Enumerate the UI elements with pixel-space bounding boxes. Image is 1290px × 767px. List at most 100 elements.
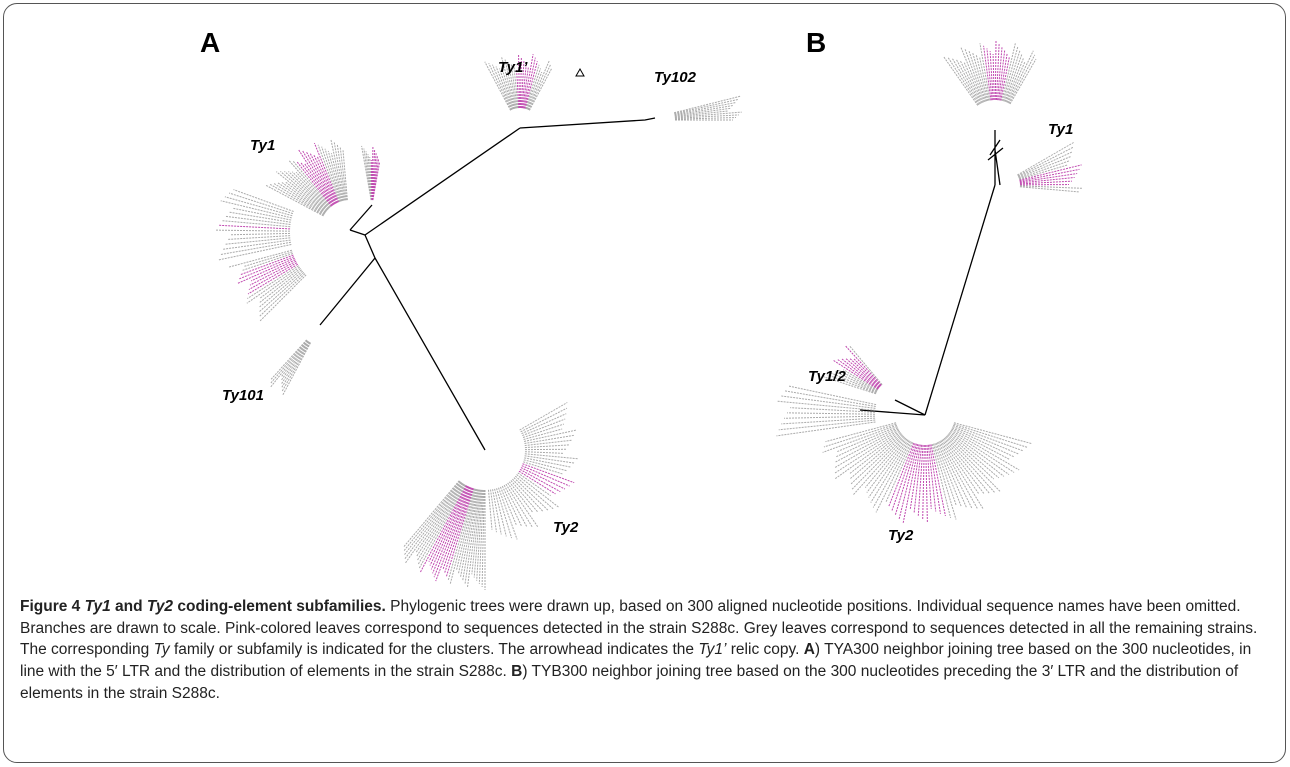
leaf <box>827 374 877 394</box>
caption-run: ) TYB300 neighbor joining tree based on … <box>20 663 1239 702</box>
caption-run: A <box>803 641 815 659</box>
leaf <box>280 171 328 212</box>
leaf <box>523 429 577 442</box>
leaf <box>270 340 308 388</box>
branches-a <box>319 117 656 451</box>
leaf <box>238 256 295 280</box>
leaf <box>674 99 738 115</box>
leaf <box>848 433 902 475</box>
leaf <box>938 441 973 509</box>
leaf <box>528 63 552 111</box>
leaf <box>288 159 331 208</box>
leaf <box>1006 62 1026 103</box>
cluster-label: Ty1 <box>250 137 275 154</box>
tree-figure: A Ty1’ Ty102 Ty1 Ty101 Ty2 B Ty1 Ty1/2 Ty2 <box>200 27 1083 590</box>
leaf <box>972 53 988 102</box>
leaf <box>942 438 985 495</box>
leaf <box>313 142 340 203</box>
leaf <box>288 171 329 210</box>
leaf <box>249 260 297 286</box>
leaf <box>1000 56 1010 101</box>
leaf <box>831 372 877 393</box>
leaf <box>327 150 343 202</box>
leaf <box>526 71 543 110</box>
leaf <box>403 480 460 547</box>
panel-label: B <box>806 27 826 58</box>
leaf <box>248 262 298 290</box>
leaf <box>983 45 992 101</box>
leaf <box>417 484 466 566</box>
leaf <box>273 183 325 215</box>
leaf <box>522 423 565 438</box>
leaf <box>503 484 528 527</box>
leaf <box>902 444 920 523</box>
leaf <box>498 68 514 110</box>
leaf <box>296 160 333 207</box>
leaf <box>917 444 924 517</box>
leaf <box>478 489 484 584</box>
caption-run: family or subfamily is indicated for the… <box>169 641 699 659</box>
leaf <box>979 57 990 101</box>
leaf <box>298 149 335 206</box>
leaf <box>228 249 293 268</box>
leaf <box>259 273 306 317</box>
leaf <box>281 342 311 393</box>
leaf <box>246 266 300 304</box>
leaf <box>1009 58 1037 105</box>
leaf <box>925 444 928 523</box>
leaf <box>228 192 294 215</box>
leaf <box>508 481 534 514</box>
leaf <box>220 200 292 219</box>
leaf <box>673 95 741 114</box>
leaf <box>490 489 497 533</box>
leaf <box>317 156 339 203</box>
leaf <box>239 254 294 276</box>
leaf <box>947 434 1000 479</box>
leaf <box>473 489 483 578</box>
arrowhead <box>575 67 585 77</box>
leaf <box>674 114 739 119</box>
cluster-label: Ty1 <box>1048 121 1073 138</box>
leaf <box>291 171 330 210</box>
leaf <box>1019 176 1075 184</box>
leaf <box>488 62 512 111</box>
leaf <box>780 395 876 409</box>
leaf <box>516 69 520 109</box>
leaf <box>419 485 467 574</box>
leaf <box>913 444 923 514</box>
leaf <box>330 153 344 201</box>
leaf <box>519 402 568 431</box>
branches-b <box>859 130 1004 416</box>
leaf <box>321 146 341 202</box>
panel-label: A <box>200 27 220 58</box>
leaf <box>949 430 1015 473</box>
leaf <box>839 370 878 392</box>
leaf <box>484 61 512 111</box>
leaf <box>250 259 296 282</box>
leaf <box>836 358 879 389</box>
leaf <box>365 151 372 201</box>
leaf <box>1017 142 1074 176</box>
leaf <box>415 482 464 554</box>
leaf <box>259 270 304 308</box>
cluster-label: Ty1/2 <box>808 368 846 385</box>
leaf <box>222 239 291 250</box>
leaf <box>1017 146 1074 177</box>
leaf <box>464 489 480 585</box>
leaf <box>309 153 337 204</box>
leaf <box>224 196 293 217</box>
leaf <box>505 483 533 527</box>
caption-run: relic copy. <box>726 641 804 659</box>
leaf <box>674 105 733 116</box>
leaf <box>404 481 462 555</box>
leaf <box>852 357 882 387</box>
leaf <box>524 434 575 444</box>
leaf <box>776 421 876 437</box>
leaf <box>270 339 308 384</box>
leaf <box>507 60 517 109</box>
leaf <box>1002 46 1019 102</box>
caption-run: coding-element subfamilies. <box>173 598 386 615</box>
leaf <box>837 426 898 453</box>
leaf <box>999 52 1008 101</box>
leaf <box>784 415 876 419</box>
